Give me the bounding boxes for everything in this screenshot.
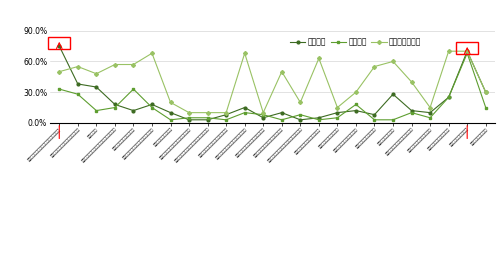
市区町村 [408, 111, 414, 114]
外国人集住都市 [186, 111, 192, 114]
外国人集住都市 [446, 50, 452, 53]
都道府県 [316, 116, 322, 119]
都道府県 [408, 109, 414, 112]
外国人集住都市 [94, 72, 100, 75]
外国人集住都市 [390, 60, 396, 63]
外国人集住都市 [316, 57, 322, 60]
市区町村 [186, 116, 192, 119]
市区町村 [353, 103, 359, 106]
市区町村 [94, 109, 100, 112]
外国人集住都市 [334, 106, 340, 109]
外国人集住都市 [372, 65, 378, 68]
外国人集住都市 [298, 101, 304, 104]
都道府県 [372, 113, 378, 116]
都道府県 [149, 103, 155, 106]
外国人集住都市 [112, 63, 118, 66]
市区町村 [279, 118, 285, 121]
市区町村 [223, 118, 229, 121]
市区町村 [242, 111, 248, 114]
都道府県 [334, 111, 340, 114]
市区町村 [334, 116, 340, 119]
都道府県 [482, 91, 488, 94]
都道府県 [204, 118, 210, 121]
市区町村 [372, 118, 378, 121]
都道府県 [94, 86, 100, 89]
市区町村 [482, 106, 488, 109]
外国人集住都市 [464, 50, 470, 53]
外国人集住都市 [353, 91, 359, 94]
外国人集住都市 [130, 63, 136, 66]
都道府県 [446, 96, 452, 99]
Legend: 都道府県, 市区町村, 外国人集住都市: 都道府県, 市区町村, 外国人集住都市 [287, 35, 424, 50]
市区町村 [427, 116, 433, 119]
外国人集住都市 [149, 52, 155, 55]
外国人集住都市 [56, 70, 62, 73]
都道府県 [223, 113, 229, 116]
都道府県 [242, 106, 248, 109]
市区町村 [75, 93, 81, 96]
都道府県 [186, 118, 192, 121]
市区町村 [316, 118, 322, 121]
外国人集住都市 [482, 91, 488, 94]
市区町村 [112, 106, 118, 109]
都道府県 [464, 50, 470, 53]
市区町村 [298, 113, 304, 116]
外国人集住都市 [75, 65, 81, 68]
市区町村 [56, 88, 62, 91]
外国人集住都市 [427, 106, 433, 109]
都道府県 [56, 45, 62, 48]
外国人集住都市 [408, 80, 414, 83]
Line: 都道府県: 都道府県 [58, 45, 487, 121]
都道府県 [168, 111, 173, 114]
市区町村 [149, 106, 155, 109]
都道府県 [390, 93, 396, 96]
都道府県 [130, 109, 136, 112]
市区町村 [168, 118, 173, 121]
市区町村 [130, 88, 136, 91]
市区町村 [446, 96, 452, 99]
外国人集住都市 [242, 52, 248, 55]
Line: 市区町村: 市区町村 [58, 52, 487, 121]
市区町村 [260, 113, 266, 116]
外国人集住都市 [204, 111, 210, 114]
都道府県 [279, 111, 285, 114]
外国人集住都市 [168, 101, 173, 104]
都道府県 [353, 109, 359, 112]
都道府県 [298, 118, 304, 121]
都道府県 [260, 116, 266, 119]
市区町村 [204, 116, 210, 119]
外国人集住都市 [223, 111, 229, 114]
外国人集住都市 [260, 111, 266, 114]
都道府県 [75, 82, 81, 86]
市区町村 [464, 52, 470, 55]
都道府県 [112, 103, 118, 106]
都道府県 [427, 111, 433, 114]
市区町村 [390, 118, 396, 121]
Line: 外国人集住都市: 外国人集住都市 [58, 50, 487, 114]
外国人集住都市 [279, 70, 285, 73]
